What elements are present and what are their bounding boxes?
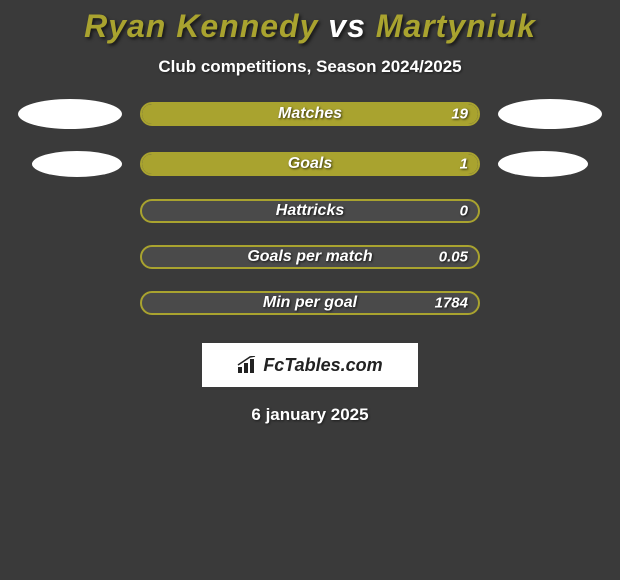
footer-logo[interactable]: FcTables.com: [202, 343, 418, 387]
stats-area: Matches 19 Goals 1 Hattricks 0 Goals per match…: [0, 99, 620, 315]
stat-row: Min per goal 1784: [0, 291, 620, 315]
stat-value: 19: [451, 106, 468, 123]
stat-bar: Hattricks 0: [140, 199, 480, 223]
team-badge-right: [498, 151, 588, 177]
chart-icon: [237, 356, 257, 374]
page-title: Ryan Kennedy vs Martyniuk: [0, 8, 620, 45]
stat-bar: Matches 19: [140, 102, 480, 126]
stat-row: Goals per match 0.05: [0, 245, 620, 269]
stat-row: Hattricks 0: [0, 199, 620, 223]
title-vs: vs: [328, 8, 366, 44]
stat-value: 0.05: [439, 249, 468, 266]
team-badge-left: [18, 99, 122, 129]
stat-label: Goals per match: [247, 248, 372, 266]
stat-label: Goals: [288, 155, 332, 173]
footer-date: 6 january 2025: [0, 405, 620, 425]
stat-value: 0: [460, 203, 468, 220]
stat-value: 1784: [435, 295, 468, 312]
stat-bar: Goals per match 0.05: [140, 245, 480, 269]
team-badge-right: [498, 99, 602, 129]
title-player1: Ryan Kennedy: [84, 8, 318, 44]
stat-label: Hattricks: [276, 202, 344, 220]
subtitle: Club competitions, Season 2024/2025: [0, 57, 620, 77]
stat-label: Matches: [278, 105, 342, 123]
stat-row: Goals 1: [0, 151, 620, 177]
comparison-card: Ryan Kennedy vs Martyniuk Club competiti…: [0, 0, 620, 425]
stat-value: 1: [460, 156, 468, 173]
stat-row: Matches 19: [0, 99, 620, 129]
footer-logo-text: FcTables.com: [263, 355, 382, 376]
stat-bar: Goals 1: [140, 152, 480, 176]
team-badge-left: [32, 151, 122, 177]
stat-label: Min per goal: [263, 294, 357, 312]
stat-bar: Min per goal 1784: [140, 291, 480, 315]
title-player2: Martyniuk: [376, 8, 536, 44]
